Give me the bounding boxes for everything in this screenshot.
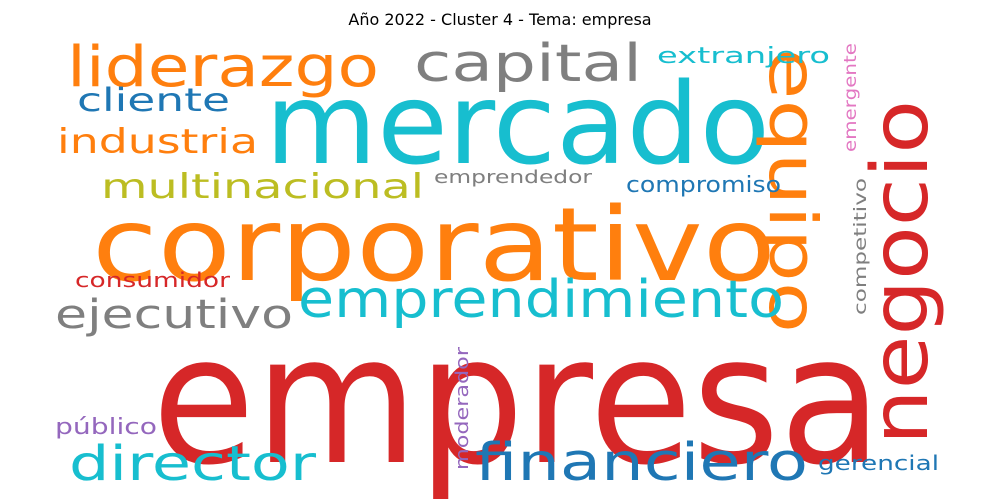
word-cliente: cliente xyxy=(77,81,230,119)
chart-title: Año 2022 - Cluster 4 - Tema: empresa xyxy=(348,10,652,29)
word-ejecutivo: ejecutivo xyxy=(55,292,293,338)
word-equipo: equipo xyxy=(754,48,831,333)
word-emprendedor: emprendedor xyxy=(434,167,593,188)
word-competitivo: competitivo xyxy=(851,178,871,315)
word-financiero: financiero xyxy=(475,433,808,493)
word-empresa: empresa xyxy=(152,297,882,500)
word-multinacional: multinacional xyxy=(101,167,424,207)
word-extranjero: extranjero xyxy=(657,44,830,69)
word-mercado: mercado xyxy=(265,60,770,190)
word-capital: capital xyxy=(414,34,642,94)
word-corporativo: corporativo xyxy=(92,186,776,305)
word-publico: público xyxy=(55,415,157,440)
word-negocio: negocio xyxy=(856,100,946,445)
word-director: director xyxy=(69,436,316,492)
word-emergente: emergente xyxy=(841,43,861,152)
word-consumidor: consumidor xyxy=(75,268,231,292)
word-gerencial: gerencial xyxy=(818,451,939,475)
word-compromiso: compromiso xyxy=(626,173,781,198)
word-emprendimiento: emprendimiento xyxy=(298,270,784,330)
word-moderador: moderador xyxy=(452,346,473,470)
word-industria: industria xyxy=(57,122,258,162)
word-liderazgo: liderazgo xyxy=(67,35,379,100)
